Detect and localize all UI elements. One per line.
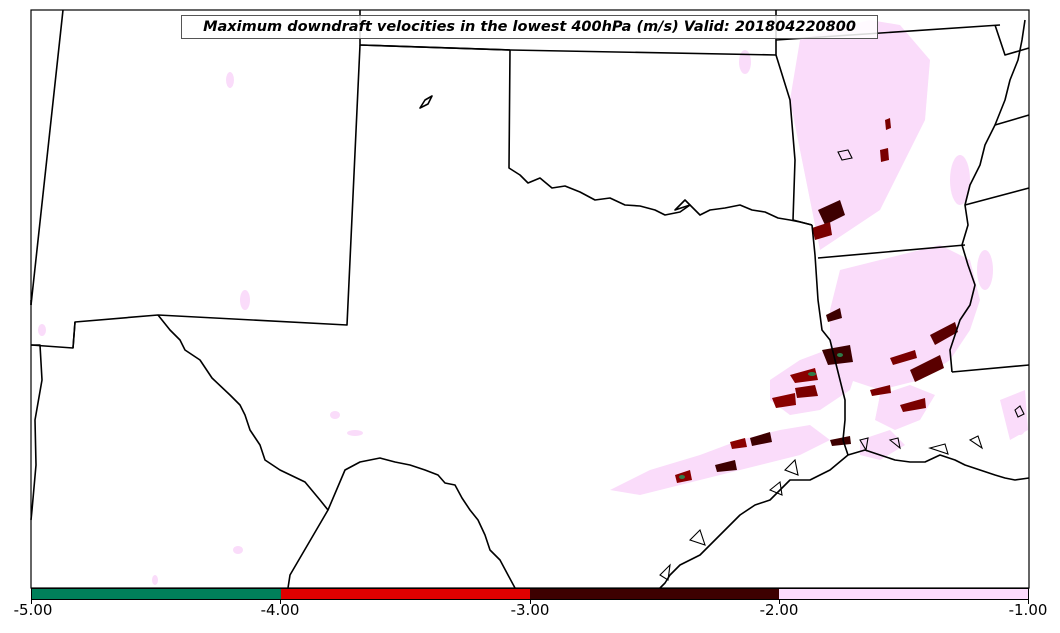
- colorbar-tick-label-3: -3.00: [510, 601, 550, 619]
- state-boundaries: [30, 9, 1030, 589]
- colorbar-tick-3: [530, 600, 531, 604]
- colorbar-segment-1: [32, 589, 281, 599]
- colorbar-segment-2: [281, 589, 530, 599]
- map-title: Maximum downdraft velocities in the lowe…: [181, 15, 878, 39]
- colorbar-tick-4: [779, 600, 780, 604]
- colorbar-segment-3: [530, 589, 779, 599]
- colorbar-tick-label-1: -5.00: [13, 601, 53, 619]
- colorbar-tick-5: [1028, 600, 1029, 604]
- colorbar: [31, 588, 1029, 600]
- colorbar-tick-label-2: -4.00: [260, 601, 300, 619]
- dark-red-downdraft-areas: [675, 118, 958, 483]
- colorbar-segment-4: [779, 589, 1028, 599]
- colorbar-tick-1: [31, 600, 32, 604]
- colorbar-tick-2: [280, 600, 281, 604]
- green-downdraft-areas: [679, 353, 843, 479]
- colorbar-tick-label-4: -2.00: [759, 601, 799, 619]
- colorbar-tick-label-5: -1.00: [1008, 601, 1048, 619]
- coastline-details: [659, 149, 1025, 581]
